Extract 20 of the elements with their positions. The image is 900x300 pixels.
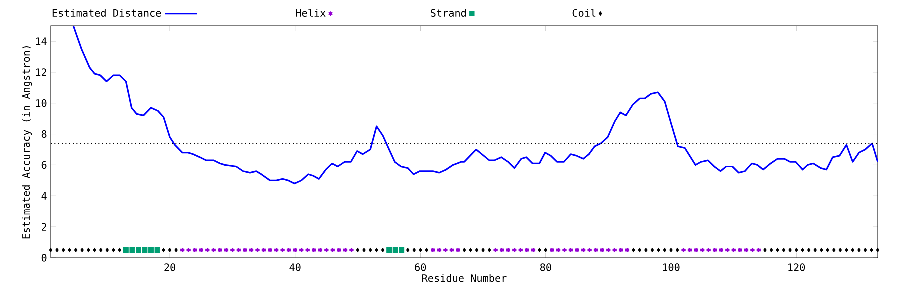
y-tick-label: 10 — [36, 99, 47, 108]
x-tick-label: 20 — [164, 264, 176, 272]
x-tick-label: 120 — [788, 264, 806, 272]
legend-label: Estimated Distance — [52, 9, 162, 17]
y-tick-label: 0 — [42, 254, 47, 262]
x-axis-title: Residue Number — [422, 274, 507, 282]
x-tick-label: 80 — [540, 264, 552, 272]
x-tick-label: 40 — [290, 264, 301, 272]
y-tick-label: 4 — [42, 192, 47, 200]
x-tick-label: 100 — [663, 264, 680, 272]
y-tick-label: 6 — [42, 161, 47, 170]
legend-label: Strand — [431, 9, 466, 17]
y-tick-label: 8 — [42, 130, 47, 138]
y-tick-label: 2 — [42, 223, 47, 231]
legend-label: Coil — [572, 9, 596, 18]
y-axis-title: Estimated Accuracy (in Angstron) — [22, 46, 32, 239]
legend-label: Helix — [296, 9, 326, 18]
y-tick-label: 12 — [36, 68, 47, 76]
x-tick-label: 60 — [415, 264, 426, 272]
y-tick-label: 14 — [36, 38, 47, 46]
